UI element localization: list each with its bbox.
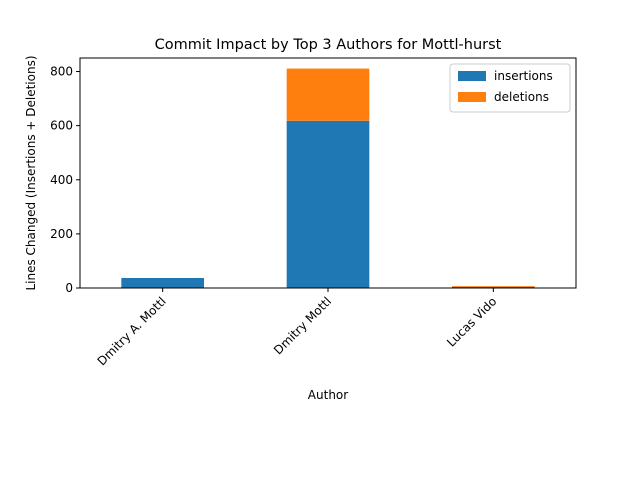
- bar-deletions-2: [452, 286, 535, 287]
- x-tick-label: Dmitry A. Mottl: [95, 294, 169, 368]
- legend-label-insertions: insertions: [494, 69, 553, 83]
- x-tick-label: Lucas Vido: [444, 294, 499, 349]
- x-axis: Dmitry A. Mottl Dmitry Mottl Lucas Vido: [95, 288, 499, 368]
- y-tick-label: 600: [50, 119, 73, 133]
- y-tick-label: 0: [65, 281, 73, 295]
- legend: insertions deletions: [449, 63, 571, 113]
- legend-label-deletions: deletions: [494, 90, 549, 104]
- x-axis-label: Author: [308, 388, 348, 402]
- y-tick-label: 800: [50, 65, 73, 79]
- bars-layer: [121, 68, 535, 288]
- legend-swatch-insertions: [458, 71, 486, 81]
- y-tick-label: 200: [50, 227, 73, 241]
- bar-insertions-1: [286, 120, 370, 288]
- x-tick-label: Dmitry Mottl: [271, 294, 334, 357]
- bar-deletions-1: [286, 68, 370, 121]
- legend-swatch-deletions: [458, 92, 486, 102]
- y-axis: 0 200 400 600 800: [50, 65, 80, 295]
- y-axis-label: Lines Changed (Insertions + Deletions): [24, 55, 38, 290]
- bar-insertions-2: [452, 286, 535, 288]
- y-tick-label: 400: [50, 173, 73, 187]
- chart-title: Commit Impact by Top 3 Authors for Mottl…: [155, 37, 502, 53]
- bar-insertions-0: [121, 277, 204, 288]
